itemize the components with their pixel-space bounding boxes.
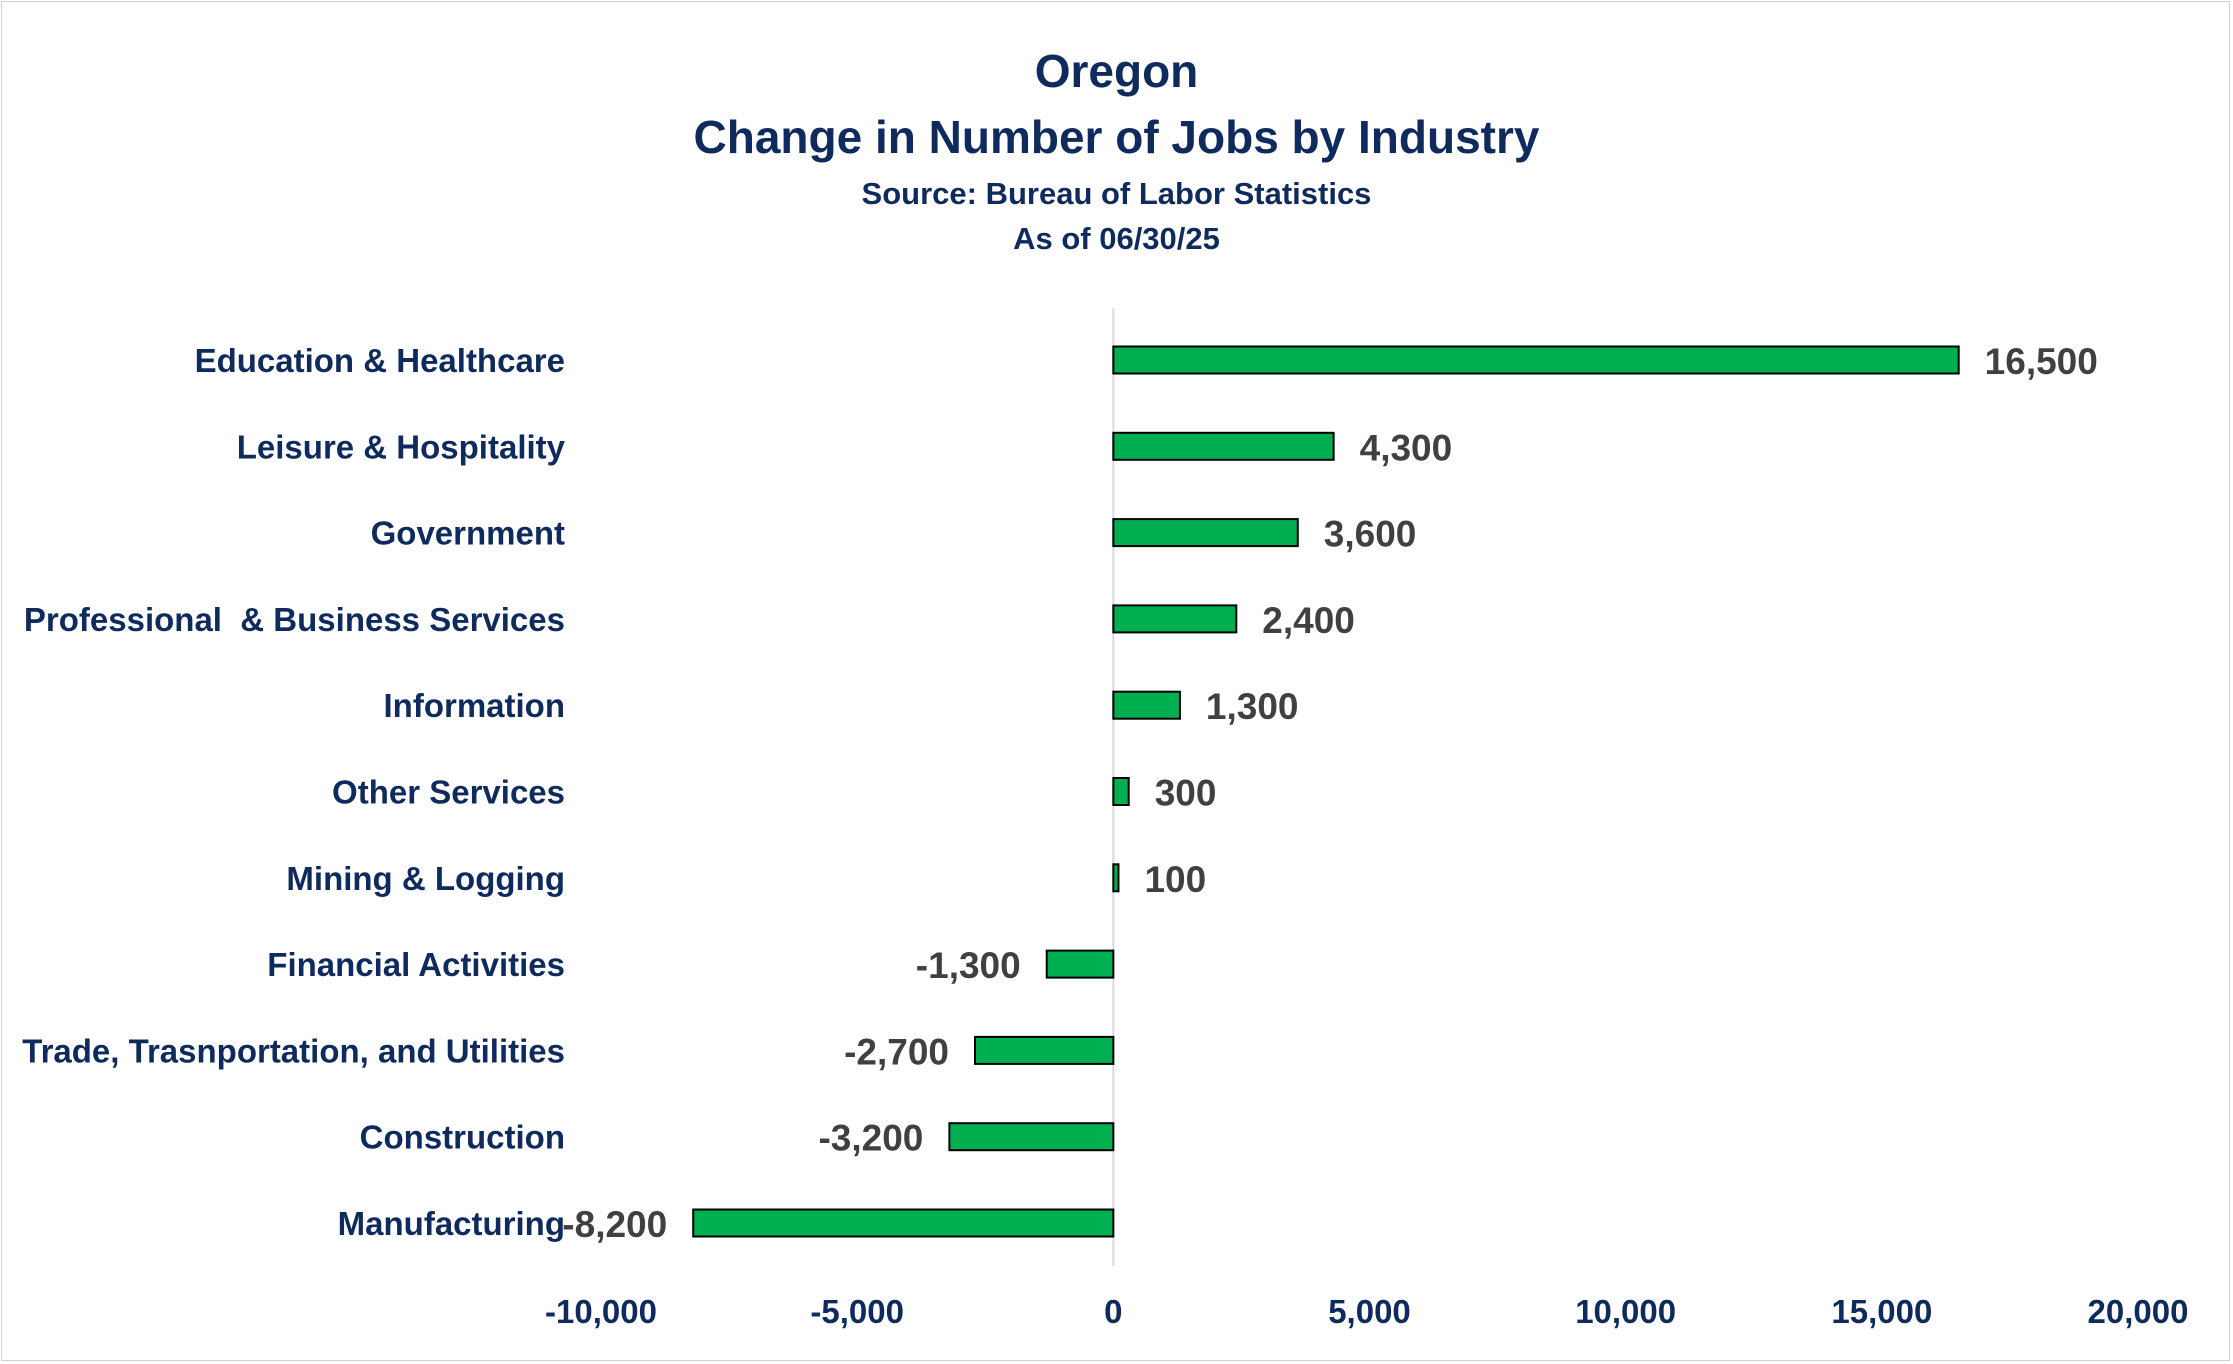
data-label: -1,300 (916, 945, 1021, 986)
bar (1112, 604, 1238, 634)
category-label: Professional & Business Services (24, 601, 565, 638)
labels-group: Education & Healthcare 16,500 Leisure & Ho… (22, 341, 2098, 1245)
x-tick-label: -5,000 (810, 1293, 904, 1330)
category-label: Manufacturing (338, 1205, 565, 1242)
x-tick-label: 10,000 (1575, 1293, 1676, 1330)
bar (1112, 863, 1120, 893)
chart-subtitle: Change in Number of Jobs by Industry (693, 111, 1540, 163)
bar (1112, 431, 1335, 461)
category-label: Construction (360, 1119, 565, 1156)
bar (948, 1122, 1115, 1152)
chart-source: Source: Bureau of Labor Statistics (861, 176, 1372, 211)
bar (974, 1035, 1115, 1065)
chart-title: Oregon (1034, 45, 1199, 97)
data-label: 100 (1144, 859, 1206, 900)
chart-date: As of 06/30/25 (1013, 221, 1220, 256)
x-tick-label: 15,000 (1831, 1293, 1932, 1330)
x-tick-label: -10,000 (545, 1293, 657, 1330)
data-label: 2,400 (1262, 600, 1355, 641)
category-label: Trade, Trasnportation, and Utilities (22, 1032, 565, 1069)
bar (1112, 777, 1130, 806)
chart-title-block: Oregon Change in Number of Jobs by Indus… (0, 40, 2233, 262)
category-label: Education & Healthcare (195, 342, 565, 379)
category-label: Financial Activities (267, 946, 565, 983)
category-label: Leisure & Hospitality (237, 428, 566, 465)
bar (1112, 518, 1299, 548)
bar (1112, 690, 1181, 720)
ticks-group: -10,000 -5,000 0 5,000 10,000 15,000 20,000 (545, 1293, 2188, 1330)
data-label: 3,600 (1324, 514, 1417, 555)
x-tick-label: 5,000 (1328, 1293, 1411, 1330)
data-label: -3,200 (818, 1118, 923, 1159)
data-label: 16,500 (1985, 341, 2098, 382)
category-label: Government (371, 515, 565, 552)
category-label: Information (384, 687, 565, 724)
data-label: -2,700 (844, 1031, 949, 1072)
bar (1045, 949, 1115, 979)
category-label: Other Services (332, 774, 565, 811)
data-label: -8,200 (562, 1204, 667, 1245)
category-label: Mining & Logging (286, 860, 565, 897)
x-tick-label: 0 (1104, 1293, 1122, 1330)
data-label: 1,300 (1206, 686, 1299, 727)
bars-group (692, 345, 1960, 1238)
x-tick-label: 20,000 (2088, 1293, 2189, 1330)
data-label: 4,300 (1360, 427, 1453, 468)
data-label: 300 (1155, 773, 1217, 814)
bar (692, 1208, 1115, 1238)
bar (1112, 345, 1960, 375)
